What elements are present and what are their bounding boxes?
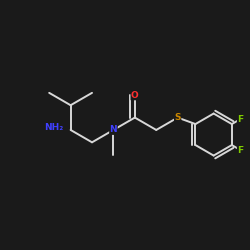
Text: O: O bbox=[131, 91, 139, 100]
Text: NH₂: NH₂ bbox=[44, 123, 63, 132]
Text: F: F bbox=[237, 146, 244, 154]
Text: N: N bbox=[110, 126, 117, 134]
Text: F: F bbox=[237, 114, 244, 124]
Text: S: S bbox=[174, 113, 181, 122]
